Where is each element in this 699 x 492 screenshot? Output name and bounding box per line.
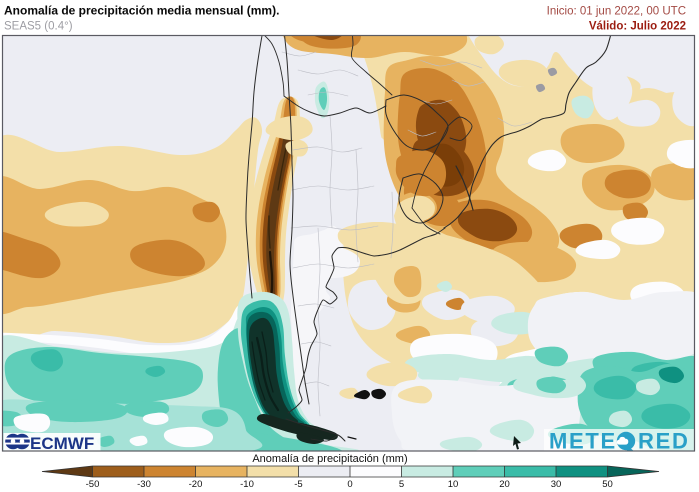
svg-text:-50: -50 xyxy=(86,479,100,490)
svg-text:Inicio: 01 jun 2022, 00 UTC: Inicio: 01 jun 2022, 00 UTC xyxy=(547,6,686,18)
svg-text:30: 30 xyxy=(551,479,562,490)
svg-text:Válido: Julio 2022: Válido: Julio 2022 xyxy=(589,21,686,33)
svg-text:-5: -5 xyxy=(294,479,302,490)
svg-text:ECMWF: ECMWF xyxy=(30,434,94,453)
svg-text:5: 5 xyxy=(399,479,404,490)
svg-text:50: 50 xyxy=(602,479,613,490)
svg-text:SEAS5 (0.4°): SEAS5 (0.4°) xyxy=(4,21,73,33)
svg-text:-10: -10 xyxy=(240,479,254,490)
svg-text:-30: -30 xyxy=(137,479,151,490)
svg-text:Anomalía de precipitación (mm): Anomalía de precipitación (mm) xyxy=(252,453,407,465)
svg-text:-20: -20 xyxy=(189,479,203,490)
svg-text:20: 20 xyxy=(499,479,510,490)
svg-text:RED: RED xyxy=(638,429,690,454)
svg-text:10: 10 xyxy=(448,479,459,490)
svg-text:METE: METE xyxy=(549,429,617,454)
svg-text:Anomalía de precipitación medi: Anomalía de precipitación media mensual … xyxy=(4,4,279,18)
svg-text:0: 0 xyxy=(347,479,352,490)
